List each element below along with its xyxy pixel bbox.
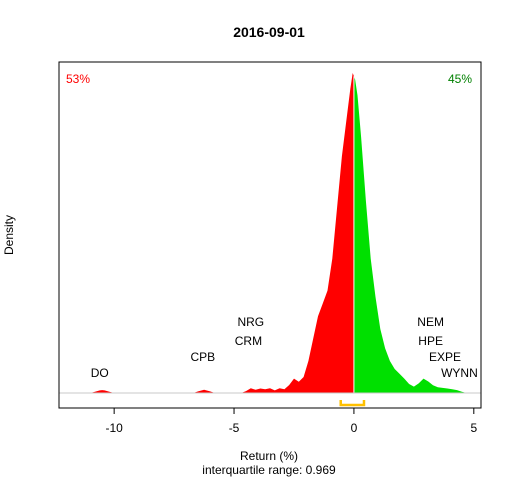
iqr-bracket — [339, 400, 366, 407]
negative-share-label: 53% — [66, 72, 90, 86]
x-tick-label: 0 — [351, 421, 358, 435]
y-axis-label: Density — [2, 215, 16, 255]
ticker-label-wynn: WYNN — [441, 366, 478, 380]
chart-title: 2016-09-01 — [233, 24, 305, 40]
negative-density-area — [90, 73, 354, 393]
ticker-label-hpe: HPE — [418, 334, 443, 348]
positive-density-area — [353, 76, 467, 393]
iqr-subtitle: interquartile range: 0.969 — [202, 463, 336, 477]
x-tick-label: 5 — [470, 421, 477, 435]
x-tick-label: -5 — [229, 421, 240, 435]
positive-share-label: 45% — [448, 72, 472, 86]
ticker-label-cpb: CPB — [191, 350, 216, 364]
ticker-label-do: DO — [91, 366, 109, 380]
x-axis-label: Return (%) — [240, 449, 298, 463]
ticker-label-nrg: NRG — [237, 315, 264, 329]
plot-frame — [58, 61, 482, 409]
ticker-label-expe: EXPE — [429, 350, 461, 364]
ticker-label-nem: NEM — [417, 315, 444, 329]
x-tick-label: -10 — [105, 421, 123, 435]
ticker-label-crm: CRM — [235, 334, 262, 348]
